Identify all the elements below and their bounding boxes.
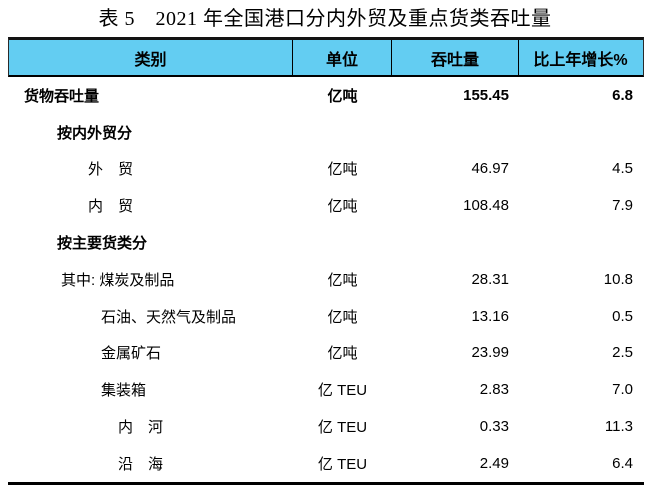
category-cell: 按内外贸分 (57, 124, 133, 142)
growth-cell: 10.8 (603, 270, 633, 288)
category-cell: 沿 海 (118, 455, 164, 473)
throughput-cell (392, 114, 519, 151)
category-cell: 内 贸 (88, 198, 134, 216)
table-row: 按内外贸分 (8, 114, 644, 151)
table-row: 外 贸 亿吨 46.97 4.5 (8, 151, 644, 188)
table-row: 内 贸 亿吨 108.48 7.9 (8, 187, 644, 224)
unit-cell: 亿吨 (327, 198, 358, 216)
throughput-cell (392, 224, 519, 261)
category-cell: 内 河 (118, 419, 164, 437)
unit-cell: 亿吨 (327, 308, 358, 326)
unit-cell: 亿吨 (327, 271, 358, 289)
table-body: 货物吞吐量 亿吨 155.45 6.8 按内外贸分外 贸亿吨 46.97 4.5 内 贸亿吨 1… (8, 77, 644, 485)
throughput-cell: 2.49 (479, 454, 509, 472)
category-cell: 外 贸 (88, 161, 134, 179)
growth-cell: 7.0 (612, 381, 633, 399)
table-row: 货物吞吐量 亿吨 155.45 6.8 (8, 77, 644, 114)
throughput-cell: 2.83 (479, 381, 509, 399)
report-table-page: 表 5 2021 年全国港口分内外贸及重点货类吞吐量 类别 单位 吞吐量 比上年… (0, 6, 650, 485)
column-header-growth: 比上年增长% (533, 51, 628, 69)
growth-cell: 0.5 (612, 307, 633, 325)
throughput-cell: 46.97 (471, 160, 509, 178)
unit-cell: 亿吨 (327, 345, 358, 363)
unit-cell: 亿 TEU (317, 455, 368, 473)
category-cell: 货物吞吐量 (24, 87, 100, 105)
growth-cell: 11.3 (604, 418, 633, 436)
growth-cell (519, 114, 644, 151)
unit-cell: 亿吨 (327, 161, 358, 179)
growth-cell: 2.5 (612, 344, 633, 362)
table-header-row: 类别 单位 吞吐量 比上年增长% (8, 37, 644, 77)
category-cell: 按主要货类分 (57, 235, 148, 253)
column-header-unit: 单位 (293, 40, 392, 75)
table-row: 金属矿石 亿吨 23.99 2.5 (8, 335, 644, 372)
throughput-cell: 108.48 (463, 197, 509, 215)
column-header-category: 类别 (9, 40, 293, 75)
unit-cell (293, 114, 392, 151)
growth-cell: 7.9 (612, 197, 633, 215)
unit-cell: 亿 TEU (317, 419, 368, 437)
table-row: 石油、天然气及制品 亿吨 13.16 0.5 (8, 298, 644, 335)
table-row: 其中: 煤炭及制品 亿吨 28.31 10.8 (8, 261, 644, 298)
unit-cell: 亿 TEU (317, 382, 368, 400)
throughput-cell: 23.99 (471, 344, 509, 362)
throughput-cell: 0.33 (479, 418, 509, 436)
table-title: 表 5 2021 年全国港口分内外贸及重点货类吞吐量 (98, 8, 552, 30)
growth-cell: 6.8 (612, 86, 633, 104)
category-cell: 其中: 煤炭及制品 (61, 271, 175, 289)
throughput-cell: 13.16 (471, 307, 509, 325)
table-row: 沿 海 亿 TEU 2.49 6.4 (8, 445, 644, 482)
category-cell: 石油、天然气及制品 (101, 308, 237, 326)
growth-cell (519, 224, 644, 261)
table-row: 内 河 亿 TEU 0.33 11.3 (8, 408, 644, 445)
category-cell: 集装箱 (101, 382, 147, 400)
column-header-throughput: 吞吐量 (392, 40, 519, 75)
throughput-cell: 28.31 (471, 270, 509, 288)
unit-cell (293, 224, 392, 261)
port-throughput-table: 类别 单位 吞吐量 比上年增长% 货物吞吐量 亿吨 155.45 6.8 按内外贸分外 … (8, 37, 644, 485)
table-row: 按主要货类分 (8, 224, 644, 261)
growth-cell: 4.5 (612, 160, 633, 178)
category-cell: 金属矿石 (101, 345, 162, 363)
throughput-cell: 155.45 (463, 86, 509, 104)
growth-cell: 6.4 (612, 454, 633, 472)
table-row: 集装箱 亿 TEU 2.83 7.0 (8, 371, 644, 408)
unit-cell: 亿吨 (327, 87, 358, 105)
